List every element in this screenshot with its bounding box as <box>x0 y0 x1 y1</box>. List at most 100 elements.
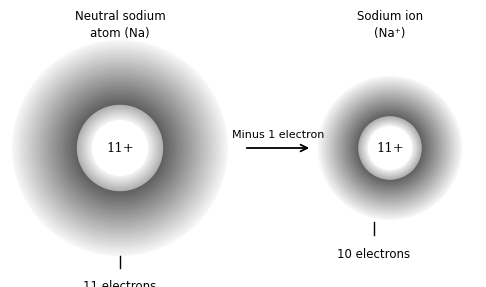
Circle shape <box>363 121 417 176</box>
Circle shape <box>320 78 460 218</box>
Circle shape <box>358 116 422 180</box>
Circle shape <box>78 106 162 190</box>
Circle shape <box>37 65 203 231</box>
Circle shape <box>14 42 226 254</box>
Circle shape <box>84 112 156 184</box>
Circle shape <box>62 90 178 207</box>
Circle shape <box>350 108 430 188</box>
Circle shape <box>40 68 200 228</box>
Circle shape <box>323 81 457 215</box>
Circle shape <box>342 100 438 196</box>
Circle shape <box>361 119 419 177</box>
Text: 11 electrons: 11 electrons <box>84 280 156 287</box>
Circle shape <box>85 113 155 183</box>
Circle shape <box>25 53 215 243</box>
Circle shape <box>56 84 184 212</box>
Circle shape <box>343 101 437 195</box>
Circle shape <box>349 107 431 189</box>
Circle shape <box>318 76 462 220</box>
Circle shape <box>43 71 197 225</box>
Circle shape <box>333 92 447 204</box>
Circle shape <box>335 93 445 203</box>
Circle shape <box>75 103 165 193</box>
Circle shape <box>54 82 186 214</box>
Circle shape <box>364 122 417 174</box>
Circle shape <box>358 116 422 181</box>
Circle shape <box>77 105 163 191</box>
Circle shape <box>340 98 440 198</box>
Circle shape <box>351 110 428 186</box>
Circle shape <box>58 86 182 210</box>
Circle shape <box>319 77 461 219</box>
Circle shape <box>63 91 177 205</box>
Circle shape <box>341 99 439 197</box>
Circle shape <box>346 104 434 192</box>
Circle shape <box>337 95 443 201</box>
Circle shape <box>353 111 427 185</box>
Circle shape <box>350 108 430 188</box>
Text: 10 electrons: 10 electrons <box>337 248 411 261</box>
Circle shape <box>352 110 428 186</box>
Circle shape <box>19 47 221 249</box>
Circle shape <box>34 62 207 234</box>
Circle shape <box>320 78 460 218</box>
Circle shape <box>366 124 414 172</box>
Circle shape <box>70 98 170 197</box>
Circle shape <box>356 114 424 182</box>
Circle shape <box>345 102 435 194</box>
Circle shape <box>88 117 152 179</box>
Circle shape <box>364 122 416 174</box>
Circle shape <box>21 49 219 247</box>
Circle shape <box>346 104 434 192</box>
Circle shape <box>51 79 190 217</box>
Circle shape <box>319 77 461 219</box>
Circle shape <box>47 75 193 221</box>
Circle shape <box>65 93 175 203</box>
Circle shape <box>329 87 451 209</box>
Circle shape <box>348 106 432 189</box>
Circle shape <box>331 89 449 207</box>
Circle shape <box>368 126 412 170</box>
Circle shape <box>60 88 180 208</box>
Circle shape <box>39 67 201 229</box>
Circle shape <box>328 86 452 210</box>
Circle shape <box>33 61 208 235</box>
Circle shape <box>66 94 174 202</box>
Circle shape <box>82 110 158 186</box>
Circle shape <box>330 89 450 208</box>
Circle shape <box>13 41 227 255</box>
Circle shape <box>17 44 224 251</box>
Circle shape <box>50 78 190 218</box>
Circle shape <box>362 120 418 176</box>
Circle shape <box>89 117 151 179</box>
Circle shape <box>68 96 172 200</box>
Circle shape <box>53 82 187 215</box>
Circle shape <box>366 125 414 171</box>
Circle shape <box>69 98 171 198</box>
Circle shape <box>354 112 426 184</box>
Circle shape <box>365 123 415 172</box>
Circle shape <box>360 118 420 178</box>
Circle shape <box>12 40 228 256</box>
Circle shape <box>22 50 218 246</box>
Circle shape <box>46 74 194 222</box>
Circle shape <box>324 82 456 214</box>
Circle shape <box>32 60 208 236</box>
Circle shape <box>45 73 195 223</box>
Circle shape <box>359 117 421 179</box>
Circle shape <box>64 92 176 204</box>
Circle shape <box>322 80 458 216</box>
Circle shape <box>351 109 429 187</box>
Circle shape <box>337 95 443 201</box>
Circle shape <box>76 104 164 192</box>
Circle shape <box>347 105 433 191</box>
Circle shape <box>345 103 435 193</box>
Circle shape <box>23 51 217 245</box>
Circle shape <box>91 119 149 177</box>
Circle shape <box>25 53 214 243</box>
Circle shape <box>79 106 161 189</box>
Circle shape <box>323 82 457 215</box>
Circle shape <box>67 95 173 201</box>
Circle shape <box>62 90 177 205</box>
Circle shape <box>367 125 413 171</box>
